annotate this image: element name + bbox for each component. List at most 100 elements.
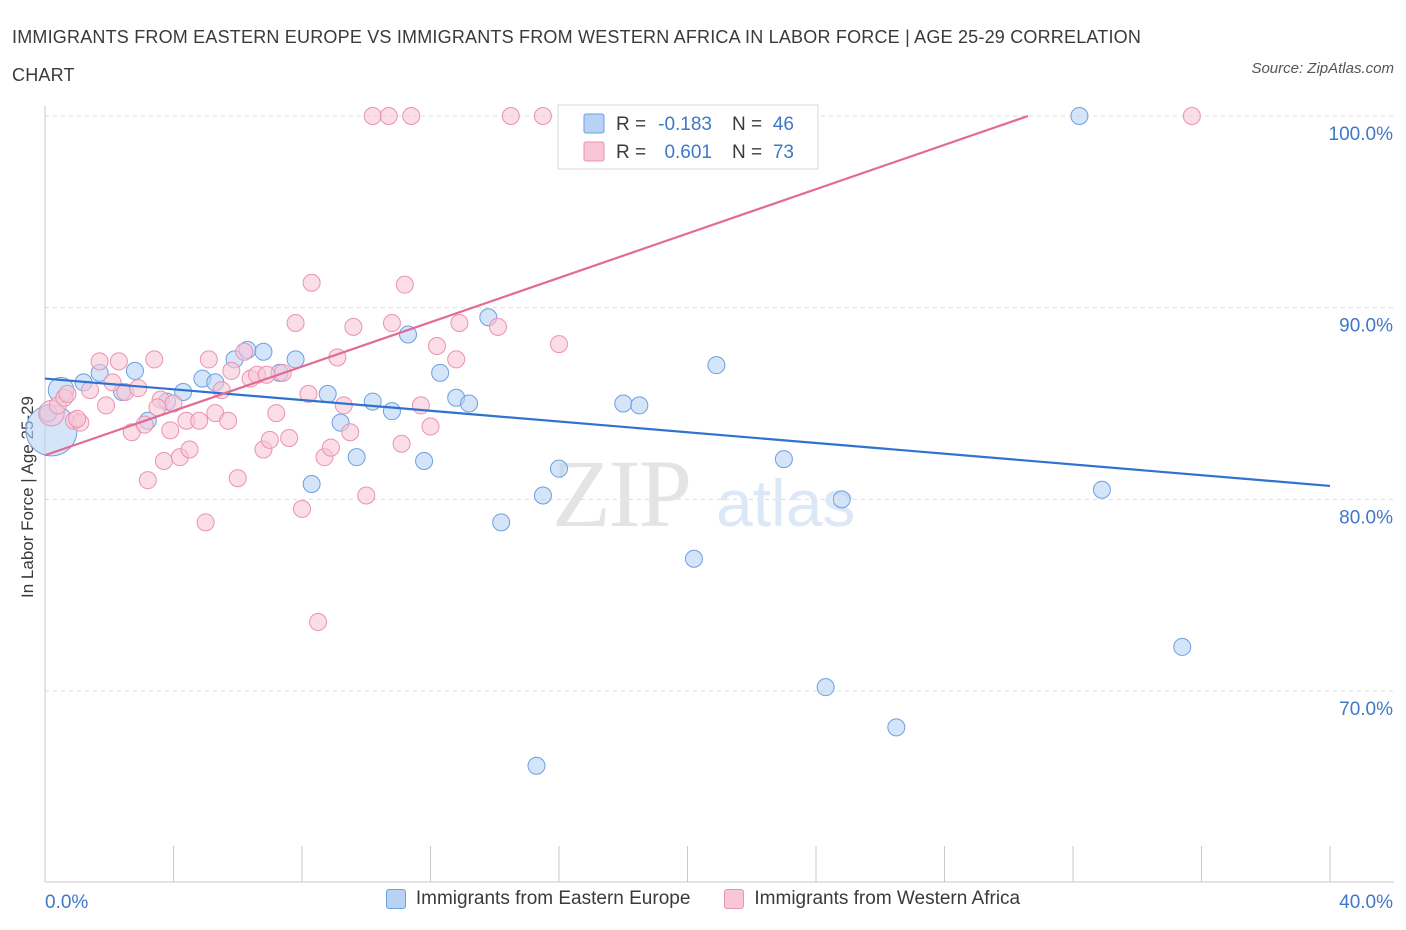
data-point-western-africa [196, 513, 215, 532]
stats-swatch-blue [583, 113, 605, 134]
legend: Immigrants from Eastern Europe Immigrant… [0, 888, 1406, 910]
data-point-eastern-europe [460, 394, 479, 413]
data-point-western-africa [321, 438, 340, 457]
watermark: ZIP atlas [552, 440, 855, 547]
stats-r-label: R = [616, 142, 646, 163]
data-point-western-africa [533, 107, 552, 125]
data-point-eastern-europe [302, 475, 321, 493]
data-point-western-africa [228, 469, 247, 488]
legend-swatch-pink [724, 889, 745, 909]
data-point-eastern-europe [382, 402, 401, 421]
data-point-western-africa [392, 434, 411, 453]
data-point-western-africa [421, 417, 440, 436]
trend-layer [44, 114, 1331, 488]
data-point-eastern-europe [1070, 107, 1089, 125]
stats-r-value: 0.601 [664, 142, 712, 163]
data-point-western-africa [109, 352, 128, 371]
data-point-western-africa [145, 350, 164, 369]
data-point-eastern-europe [174, 383, 193, 401]
data-point-western-africa [427, 337, 446, 355]
data-point-western-africa [219, 411, 238, 430]
data-point-western-africa [154, 452, 173, 470]
data-point-eastern-europe [399, 325, 418, 344]
data-point-western-africa [260, 430, 279, 449]
data-point-western-africa [161, 421, 180, 440]
y-tick-label: 90.0% [1339, 316, 1393, 337]
stats-n-label: N = [732, 142, 762, 163]
legend-label: Immigrants from Western Africa [754, 888, 1021, 909]
data-point-eastern-europe [816, 678, 835, 697]
data-point-eastern-europe [318, 384, 337, 403]
data-point-western-africa [550, 335, 568, 354]
data-point-western-africa [267, 404, 286, 423]
y-tick-label: 70.0% [1339, 699, 1393, 720]
data-point-western-africa [90, 352, 109, 371]
stats-r-label: R = [616, 114, 646, 135]
data-point-western-africa [341, 423, 360, 442]
data-point-western-africa [280, 429, 299, 447]
data-point-western-africa [97, 396, 116, 415]
data-point-western-africa [363, 107, 382, 125]
data-point-western-africa [450, 314, 469, 332]
data-point-eastern-europe [286, 350, 305, 369]
data-point-western-africa [344, 317, 363, 336]
data-point-western-africa [180, 440, 199, 459]
data-point-western-africa [402, 107, 421, 125]
stats-n-label: N = [732, 114, 762, 135]
stats-box: R = -0.183 N = 46 R = 0.601 N = 73 [557, 104, 819, 170]
data-point-eastern-europe [347, 448, 366, 467]
data-point-eastern-europe [254, 342, 273, 361]
data-point-western-africa [80, 381, 99, 400]
data-point-western-africa [190, 411, 209, 430]
data-point-western-africa [235, 342, 254, 361]
data-point-western-africa [382, 314, 401, 332]
x-tick-label: 0.0% [45, 892, 88, 913]
data-point-western-africa [299, 384, 318, 403]
data-point-eastern-europe [550, 459, 568, 478]
data-point-western-africa [138, 471, 157, 490]
data-point-western-africa [357, 486, 376, 505]
stats-swatch-pink [583, 141, 605, 162]
y-tick-label: 80.0% [1339, 507, 1393, 528]
data-point-eastern-europe [1173, 637, 1192, 656]
stats-n-value: 46 [773, 114, 794, 135]
data-point-eastern-europe [431, 363, 450, 382]
watermark-zip: ZIP [552, 440, 690, 547]
data-point-western-africa [447, 350, 466, 369]
source-label: Source: ZipAtlas.com [1251, 60, 1394, 77]
chart-title: IMMIGRANTS FROM EASTERN EUROPE VS IMMIGR… [12, 27, 1142, 85]
data-point-eastern-europe [774, 450, 793, 469]
data-point-eastern-europe [527, 756, 546, 775]
legend-item-western-africa: Immigrants from Western Africa [724, 888, 1020, 910]
data-point-eastern-europe [614, 394, 633, 413]
data-point-western-africa [488, 317, 507, 336]
data-point-eastern-europe [492, 513, 511, 532]
watermark-atlas: atlas [716, 466, 855, 540]
stats-n-value: 73 [773, 142, 794, 163]
data-point-eastern-europe [684, 549, 703, 568]
data-point-western-africa [501, 107, 520, 125]
data-point-western-africa [129, 379, 148, 398]
axis-layer: 100.0% 90.0% 80.0% 70.0% 0.0% 40.0% [44, 106, 1394, 913]
stats-r-value: -0.183 [658, 114, 712, 135]
data-point-eastern-europe [125, 361, 144, 380]
data-point-western-africa [302, 273, 321, 292]
data-point-western-africa [395, 275, 414, 294]
trend-line-western-africa [44, 114, 1029, 457]
data-point-western-africa [334, 396, 353, 415]
trend-line-eastern-europe [44, 377, 1331, 488]
data-point-western-africa [58, 384, 77, 403]
legend-item-eastern-europe: Immigrants from Eastern Europe [385, 888, 691, 910]
legend-label: Immigrants from Eastern Europe [415, 888, 691, 909]
data-point-eastern-europe [887, 718, 906, 737]
data-point-western-africa [199, 350, 218, 369]
data-point-western-africa [222, 361, 241, 380]
data-point-eastern-europe [1092, 480, 1111, 499]
grid-layer [45, 115, 1394, 692]
data-point-eastern-europe [630, 396, 649, 415]
x-tick-label: 40.0% [1339, 892, 1393, 913]
data-point-western-africa [68, 409, 87, 428]
data-point-eastern-europe [533, 486, 552, 505]
data-point-western-africa [286, 314, 305, 332]
data-point-western-africa [309, 613, 328, 631]
